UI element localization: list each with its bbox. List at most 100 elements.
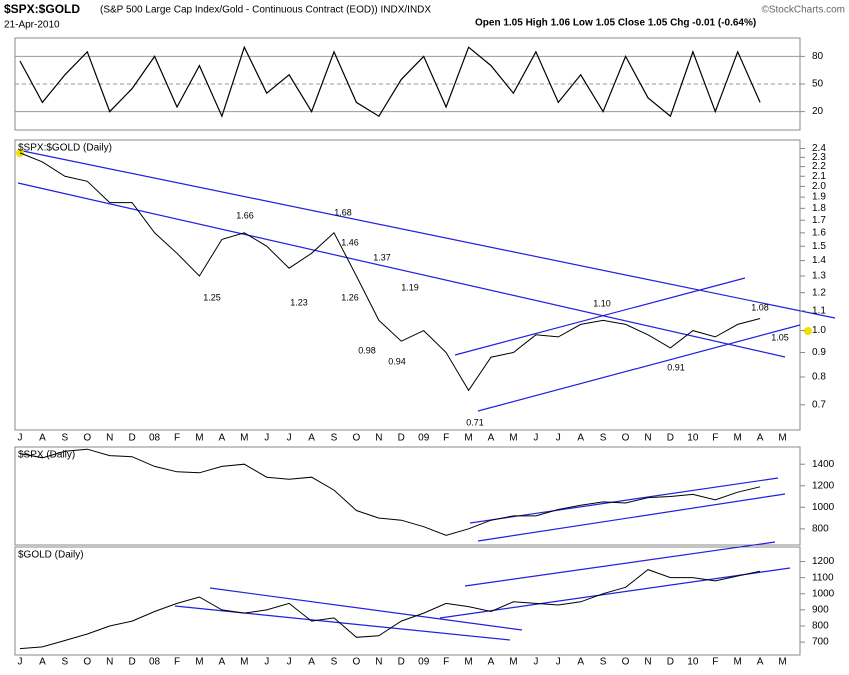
- y-tick-label: 1.1: [812, 305, 826, 316]
- y-tick-label: 20: [812, 106, 824, 117]
- trend-line: [17, 149, 836, 319]
- x-tick-label: A: [757, 657, 764, 668]
- x-tick-label: A: [488, 657, 495, 668]
- y-tick-label: 1000: [812, 502, 835, 513]
- y-tick-label: 2.3: [812, 152, 826, 163]
- y-tick-label: 800: [812, 523, 829, 534]
- x-tick-label: M: [464, 433, 472, 444]
- annotation: 1.23: [290, 297, 308, 307]
- x-tick-label: A: [219, 657, 226, 668]
- x-tick-label: S: [600, 433, 607, 444]
- x-tick-label: 09: [418, 433, 430, 444]
- x-tick-label: J: [18, 433, 23, 444]
- x-tick-label: D: [398, 433, 405, 444]
- y-tick-label: 80: [812, 51, 824, 62]
- annotation: 0.94: [388, 356, 406, 366]
- x-tick-label: F: [174, 433, 180, 444]
- y-tick-label: 1400: [812, 459, 835, 470]
- x-tick-label: M: [778, 433, 786, 444]
- x-tick-label: F: [443, 657, 449, 668]
- x-tick-label: N: [644, 433, 651, 444]
- y-tick-label: 50: [812, 79, 824, 90]
- x-tick-label: F: [443, 433, 449, 444]
- x-tick-label: A: [308, 433, 315, 444]
- annotation: 0.98: [358, 345, 376, 355]
- x-tick-label: O: [353, 433, 361, 444]
- x-tick-label: S: [600, 657, 607, 668]
- x-tick-label: F: [174, 657, 180, 668]
- annotation: 1.19: [401, 282, 419, 292]
- trend-line: [454, 277, 746, 356]
- description: (S&P 500 Large Cap Index/Gold - Continuo…: [100, 5, 431, 16]
- y-tick-label: 700: [812, 637, 829, 648]
- x-tick-label: A: [488, 433, 495, 444]
- x-tick-label: J: [556, 657, 561, 668]
- x-tick-label: O: [622, 433, 630, 444]
- annotation: 1.25: [203, 292, 221, 302]
- x-tick-label: M: [734, 433, 742, 444]
- quote: Open 1.05 High 1.06 Low 1.05 Close 1.05 …: [475, 18, 756, 29]
- trend-line: [17, 182, 786, 358]
- x-tick-label: J: [264, 433, 269, 444]
- annotation: 0.91: [667, 362, 685, 372]
- x-tick-label: N: [375, 657, 382, 668]
- marker: [804, 327, 812, 335]
- frame: [14, 446, 801, 546]
- x-tick-label: F: [712, 433, 718, 444]
- y-tick-label: 1.5: [812, 241, 826, 252]
- price-line: [19, 152, 761, 392]
- price-line: [19, 448, 761, 536]
- symbol: $SPX:$GOLD: [4, 2, 80, 16]
- trend-line: [477, 324, 801, 412]
- x-tick-label: M: [778, 657, 786, 668]
- x-tick-label: O: [353, 657, 361, 668]
- frame: [14, 139, 801, 431]
- x-tick-label: D: [667, 657, 674, 668]
- y-tick-label: 800: [812, 621, 829, 632]
- y-tick-label: 0.8: [812, 372, 826, 383]
- y-tick-label: 1.2: [812, 287, 826, 298]
- trend-lines: [17, 149, 836, 641]
- x-tick-label: J: [556, 433, 561, 444]
- trend-line: [439, 567, 791, 619]
- x-tick-label: 08: [149, 433, 161, 444]
- x-tick-label: M: [240, 433, 248, 444]
- y-tick-label: 1.7: [812, 215, 826, 226]
- x-tick-label: 09: [418, 657, 430, 668]
- x-tick-label: 10: [687, 433, 699, 444]
- x-tick-label: O: [83, 657, 91, 668]
- annotation: 1.08: [751, 302, 769, 312]
- x-tick-label: J: [533, 433, 538, 444]
- x-tick-label: M: [509, 657, 517, 668]
- x-tick-label: O: [622, 657, 630, 668]
- x-tick-label: M: [195, 433, 203, 444]
- y-tick-label: 1200: [812, 556, 835, 567]
- x-tick-label: J: [533, 657, 538, 668]
- x-tick-label: N: [644, 657, 651, 668]
- frame: [14, 546, 801, 656]
- y-tick-label: 900: [812, 605, 829, 616]
- x-tick-label: D: [667, 433, 674, 444]
- panel-title: $SPX:$GOLD (Daily): [18, 143, 112, 154]
- annotation: 1.37: [373, 252, 391, 262]
- annotation: 1.26: [341, 292, 359, 302]
- x-tick-label: A: [308, 657, 315, 668]
- y-tick-label: 0.9: [812, 347, 826, 358]
- panel-title: $SPX (Daily): [18, 450, 75, 461]
- x-tick-label: D: [129, 657, 136, 668]
- x-tick-label: O: [83, 433, 91, 444]
- x-tick-label: D: [398, 657, 405, 668]
- y-tick-label: 0.7: [812, 399, 826, 410]
- x-tick-label: J: [287, 657, 292, 668]
- x-tick-label: M: [464, 657, 472, 668]
- y-tick-label: 1.0: [812, 325, 826, 336]
- y-tick-label: 1.8: [812, 203, 826, 214]
- credit: ©StockCharts.com: [761, 5, 845, 16]
- trend-line: [477, 493, 786, 542]
- annotation: 1.66: [236, 210, 254, 220]
- x-tick-label: M: [195, 657, 203, 668]
- trend-line: [174, 605, 511, 641]
- date: 21-Apr-2010: [4, 20, 60, 31]
- y-tick-label: 2.1: [812, 171, 826, 182]
- x-tick-label: S: [331, 433, 338, 444]
